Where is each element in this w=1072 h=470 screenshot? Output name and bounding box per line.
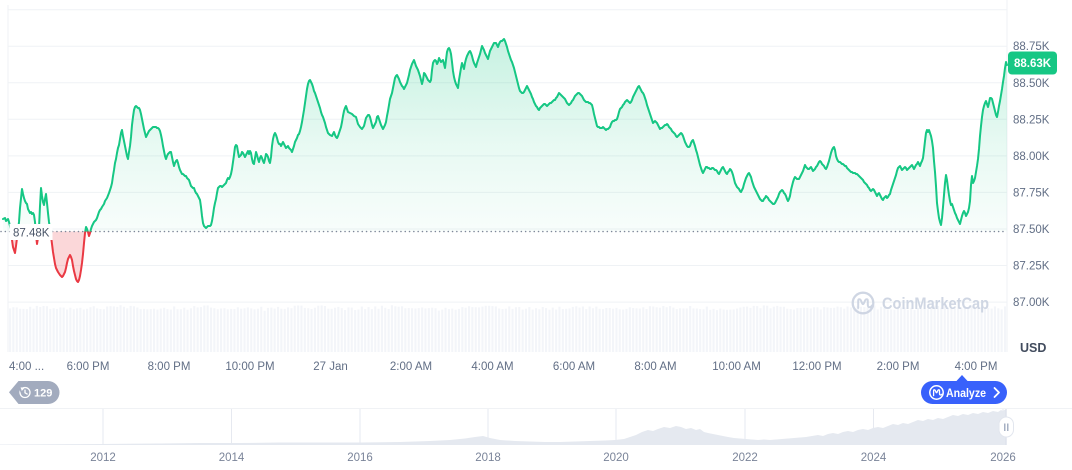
svg-text:10:00 PM: 10:00 PM: [225, 361, 274, 373]
svg-text:2024: 2024: [861, 452, 887, 464]
svg-text:2:00 PM: 2:00 PM: [877, 361, 920, 373]
svg-text:10:00 AM: 10:00 AM: [712, 361, 761, 373]
svg-text:2014: 2014: [219, 452, 245, 464]
svg-text:88.63K: 88.63K: [1014, 58, 1052, 70]
svg-text:88.25K: 88.25K: [1013, 114, 1050, 126]
svg-text:2012: 2012: [90, 452, 116, 464]
svg-text:87.75K: 87.75K: [1013, 187, 1050, 199]
svg-text:2020: 2020: [603, 452, 629, 464]
svg-text:8:00 PM: 8:00 PM: [148, 361, 191, 373]
svg-text:87.25K: 87.25K: [1013, 261, 1050, 273]
svg-text:88.00K: 88.00K: [1013, 151, 1050, 163]
svg-text:87.50K: 87.50K: [1013, 224, 1050, 236]
svg-text:88.75K: 88.75K: [1013, 41, 1050, 53]
svg-text:6:00 PM: 6:00 PM: [67, 361, 110, 373]
svg-text:2026: 2026: [990, 452, 1016, 464]
svg-text:2022: 2022: [732, 452, 758, 464]
svg-text:12:00 PM: 12:00 PM: [792, 361, 841, 373]
svg-text:87.48K: 87.48K: [13, 228, 50, 240]
svg-text:2018: 2018: [475, 452, 501, 464]
svg-text:Analyze: Analyze: [946, 386, 986, 400]
svg-text:6:00 AM: 6:00 AM: [553, 361, 595, 373]
svg-text:2016: 2016: [347, 452, 373, 464]
svg-text:2:00 AM: 2:00 AM: [390, 361, 432, 373]
svg-text:4:00 AM: 4:00 AM: [471, 361, 513, 373]
svg-text:CoinMarketCap: CoinMarketCap: [882, 294, 989, 313]
svg-text:27 Jan: 27 Jan: [313, 361, 348, 373]
svg-text:129: 129: [34, 387, 52, 399]
svg-text:4:00 PM: 4:00 PM: [955, 361, 998, 373]
svg-text:88.50K: 88.50K: [1013, 78, 1050, 90]
svg-text:4:00 ...: 4:00 ...: [9, 361, 44, 373]
svg-text:8:00 AM: 8:00 AM: [634, 361, 676, 373]
svg-text:USD: USD: [1020, 341, 1046, 355]
svg-text:87.00K: 87.00K: [1013, 297, 1050, 309]
